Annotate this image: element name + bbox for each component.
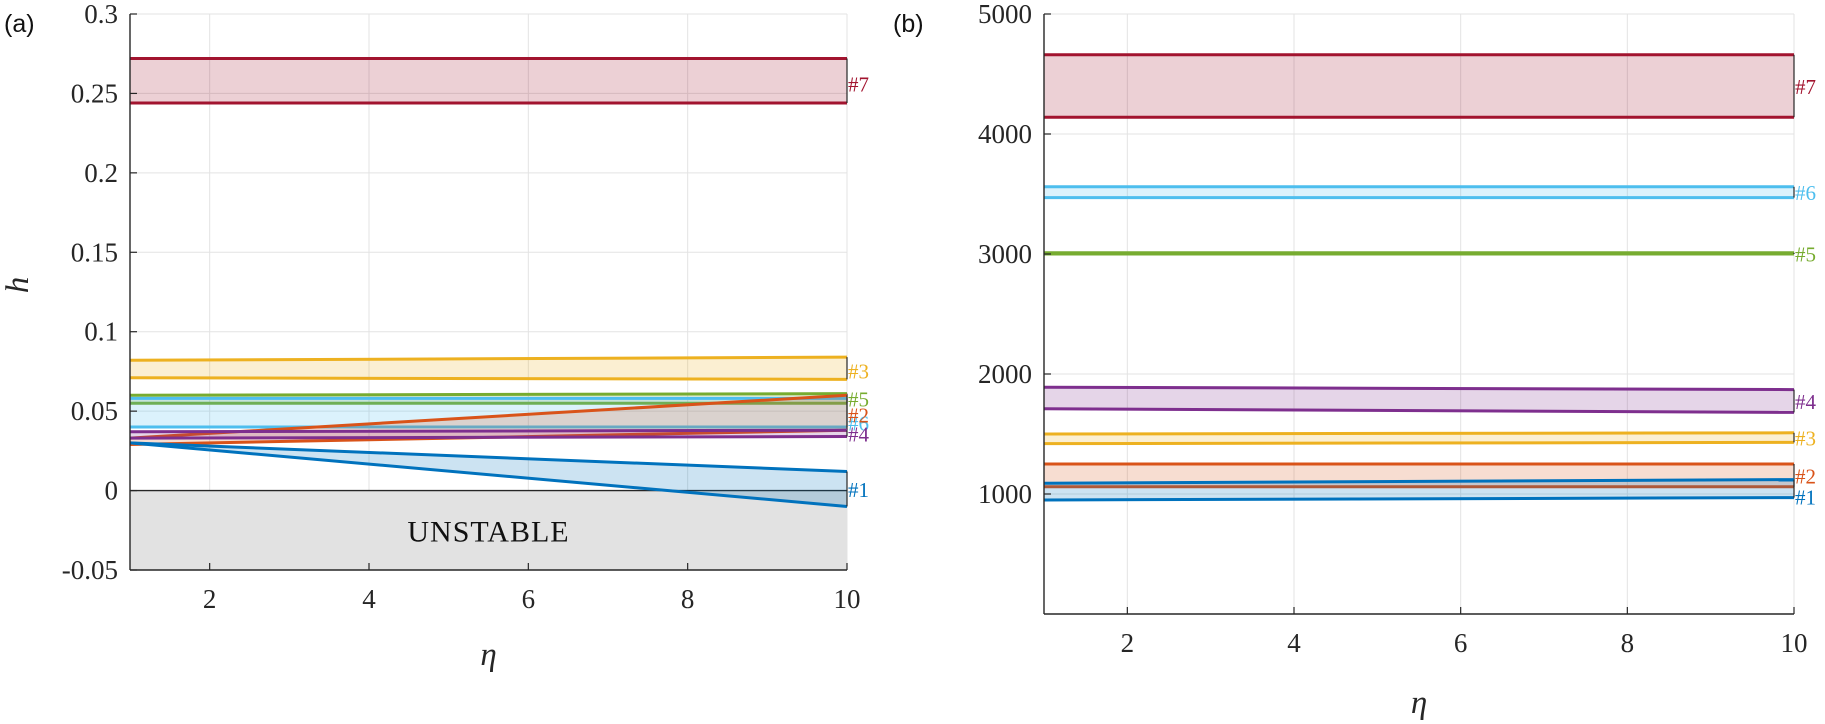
- panel-a-series-label-s1: #1: [848, 478, 869, 502]
- panel-a-y-tick-label: -0.05: [62, 555, 118, 585]
- panel-a-y-tick-label: 0.05: [71, 396, 118, 426]
- panel-b-plot-area: [1044, 14, 1794, 614]
- panel-a-lower-s3: [129, 376, 848, 381]
- panel-b-upper-s3: [1043, 431, 1795, 436]
- panel-a-upper-s3: [129, 355, 848, 362]
- panel-a-x-tick-label: 4: [362, 584, 376, 614]
- panel-b-series-label-s2: #2: [1795, 464, 1816, 488]
- panel-a-y-tick-label: 0.1: [84, 317, 118, 347]
- panel-b-series-label-s6: #6: [1795, 181, 1816, 205]
- panel-a-x-tick-label: 6: [522, 584, 536, 614]
- panel-a-plot-area: [130, 14, 847, 570]
- panel-b-x-tick-label: 6: [1454, 628, 1468, 658]
- panel-a-upper-s4: [129, 428, 848, 434]
- panel-a-series-label-s7: #7: [848, 73, 869, 97]
- panel-b-x-tick-label: 8: [1621, 628, 1635, 658]
- panel-a-upper-s1: [129, 441, 848, 474]
- panel-a-unstable-region: [130, 490, 847, 570]
- panel-b-y-tick-label: 4000: [978, 119, 1032, 149]
- panel-b: (b) #7 #6 #5 #4 #3 #2#1 2 4 6 8 10 1000 2000 3000 4000…: [893, 0, 1817, 721]
- panel-b-band-s3: [1044, 432, 1794, 444]
- panel-a-series-label-s2: #2: [848, 404, 869, 428]
- panel-a-y-axis-label: h: [0, 277, 36, 294]
- panel-b-y-tick-label: 2000: [978, 359, 1032, 389]
- panel-b-band-s4: [1044, 387, 1794, 413]
- panel-a: (a) UNSTABLE #7 #3 #5#6#2#4 #1 2 4 6 8 10 -0.05 0 0.…: [0, 0, 870, 673]
- panel-b-x-tick-label: 10: [1781, 628, 1808, 658]
- panel-b-x-axis-label: η: [1411, 685, 1427, 721]
- panel-b-series-label-s3: #3: [1795, 427, 1816, 451]
- panel-a-x-tick-label: 2: [203, 584, 217, 614]
- panel-a-lower-s1: [129, 441, 848, 508]
- panel-b-upper-s4: [1043, 385, 1795, 392]
- panel-a-x-tick-label: 8: [681, 584, 695, 614]
- panel-a-series-label-s5: #5: [848, 387, 869, 411]
- panel-b-lower-s3: [1043, 440, 1795, 446]
- panel-b-band-s1: [1044, 479, 1794, 500]
- panel-a-upper-s5: [129, 392, 848, 397]
- panel-b-series-label-s7: #7: [1795, 75, 1816, 99]
- panel-a-y-tick-label: 0: [105, 476, 119, 506]
- panel-a-y-tick-label: 0.15: [71, 237, 118, 267]
- panel-b-series-label-s1: #1: [1795, 486, 1816, 510]
- panel-b-lower-s1: [1043, 496, 1795, 502]
- panel-a-x-tick-label: 10: [834, 584, 861, 614]
- panel-b-band-s7: [1044, 54, 1794, 118]
- panel-a-y-tick-label: 0.2: [84, 158, 118, 188]
- panel-b-band-s6: [1044, 186, 1794, 198]
- panel-b-lower-s4: [1043, 407, 1795, 414]
- panel-a-series-label-s3: #3: [848, 359, 869, 383]
- panel-b-y-tick-label: 5000: [978, 0, 1032, 29]
- panel-b-series-label-s5: #5: [1795, 242, 1816, 266]
- panel-a-series-label-s4: #4: [848, 422, 870, 446]
- panel-b-x-tick-label: 4: [1287, 628, 1301, 658]
- panel-a-lower-s4: [129, 435, 848, 440]
- panel-b-y-tick-label: 1000: [978, 479, 1032, 509]
- panel-a-unstable-label: UNSTABLE: [407, 515, 569, 548]
- panel-a-band-s7: [130, 58, 847, 103]
- panel-a-label: (a): [4, 10, 35, 38]
- panel-b-y-tick-label: 3000: [978, 239, 1032, 269]
- panel-a-series-label-s6: #6: [848, 412, 869, 436]
- panel-a-band-s3: [130, 357, 847, 380]
- panel-b-label: (b): [893, 10, 924, 38]
- panel-a-y-tick-label: 0.25: [71, 78, 118, 108]
- panel-a-y-tick-label: 0.3: [84, 0, 118, 29]
- panel-b-x-tick-label: 2: [1121, 628, 1135, 658]
- panel-b-upper-s1: [1043, 478, 1795, 485]
- panel-a-x-axis-label: η: [480, 637, 496, 673]
- panel-b-series-label-s4: #4: [1795, 390, 1817, 414]
